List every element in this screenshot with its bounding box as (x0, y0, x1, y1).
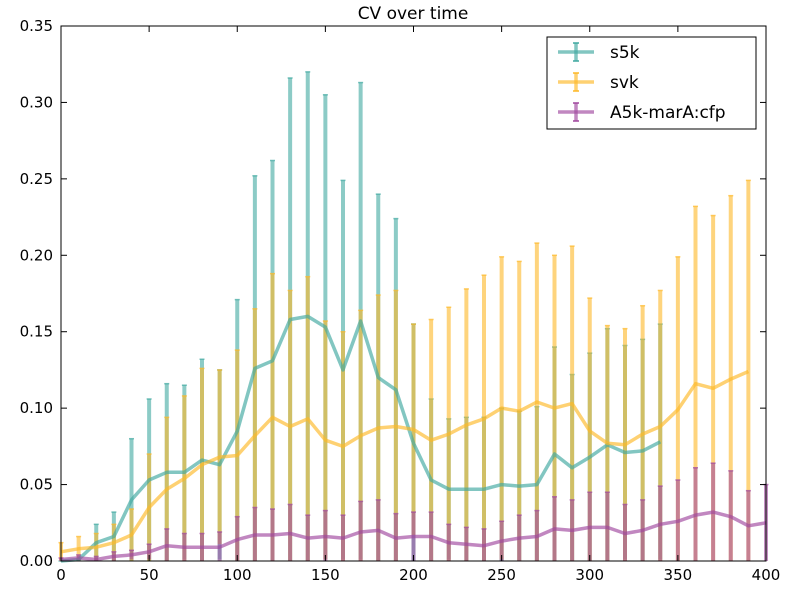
y-tick-label: 0.30 (20, 93, 53, 111)
x-tick-label: 100 (223, 566, 252, 584)
y-tick-label: 0.15 (20, 323, 53, 341)
legend: s5k svk A5k-marA:cfp (546, 36, 757, 130)
y-tick-label: 0.35 (20, 17, 53, 35)
chart-title: CV over time (358, 4, 469, 24)
svk-series-line (60, 369, 750, 554)
x-tick-label: 50 (140, 566, 159, 584)
x-tick-label: 350 (664, 566, 693, 584)
x-axis: 0 50 100 150 200 250 300 350 400 (56, 26, 780, 584)
s5k-legend-label: s5k (610, 43, 640, 63)
a5k-mara-cfp-series-line (60, 510, 767, 562)
x-tick-label: 200 (399, 566, 428, 584)
lines-layer (60, 314, 767, 563)
a5k-mara-cfp-legend-label: A5k-marA:cfp (610, 103, 726, 123)
y-tick-label: 0.05 (20, 476, 53, 494)
x-tick-label: 250 (487, 566, 516, 584)
x-tick-label: 0 (56, 566, 66, 584)
y-tick-label: 0.00 (20, 552, 53, 570)
s5k-series-line (60, 314, 662, 563)
x-tick-label: 300 (575, 566, 604, 584)
x-tick-label: 150 (311, 566, 340, 584)
y-tick-label: 0.25 (20, 170, 53, 188)
y-tick-label: 0.20 (20, 246, 53, 264)
y-axis: 0.00 0.05 0.10 0.15 0.20 0.25 0.30 0.35 (20, 17, 766, 570)
x-tick-label: 400 (752, 566, 781, 584)
svk-legend-label: svk (610, 73, 639, 93)
y-tick-label: 0.10 (20, 399, 53, 417)
